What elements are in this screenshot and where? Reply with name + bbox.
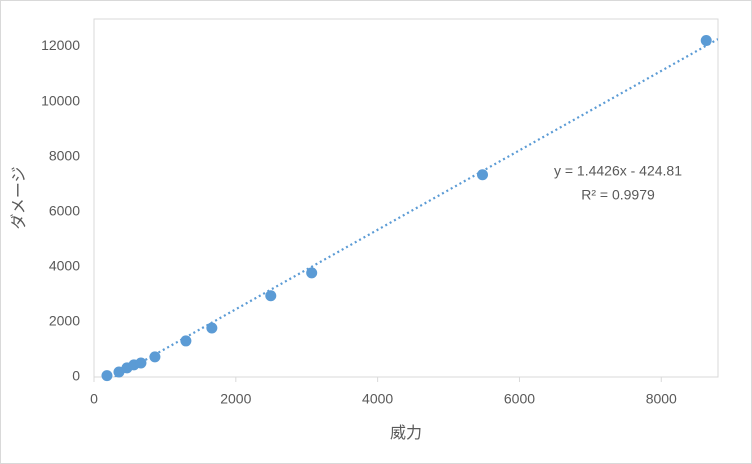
x-tick-label: 6000 <box>504 391 535 407</box>
trendline <box>114 38 718 377</box>
trendline-r2: R² = 0.9979 <box>581 187 655 203</box>
y-tick-label: 8000 <box>49 147 80 163</box>
data-point <box>265 290 277 302</box>
y-tick-label: 4000 <box>49 258 80 274</box>
x-tick-label: 4000 <box>362 391 393 407</box>
x-tick-label: 0 <box>90 391 98 407</box>
data-point <box>101 370 113 382</box>
data-point <box>477 169 489 181</box>
data-point <box>180 335 192 347</box>
data-point <box>149 351 161 363</box>
plot-area <box>93 18 719 378</box>
data-point <box>206 322 218 334</box>
x-axis-title: 威力 <box>390 424 422 442</box>
y-tick-label: 0 <box>72 368 80 384</box>
y-tick-label: 6000 <box>49 202 80 218</box>
data-point <box>135 357 147 369</box>
x-tick-label: 2000 <box>220 391 251 407</box>
y-tick-label: 10000 <box>41 92 80 108</box>
x-tick-label: 8000 <box>646 391 677 407</box>
data-point <box>700 34 712 46</box>
y-axis-title: ダメージ <box>10 166 28 229</box>
plot-content <box>114 38 718 377</box>
y-tick-label: 2000 <box>49 313 80 329</box>
trendline-equation: y = 1.4426x - 424.81 <box>554 163 682 179</box>
y-tick-label: 12000 <box>41 37 80 53</box>
data-point <box>306 267 318 279</box>
